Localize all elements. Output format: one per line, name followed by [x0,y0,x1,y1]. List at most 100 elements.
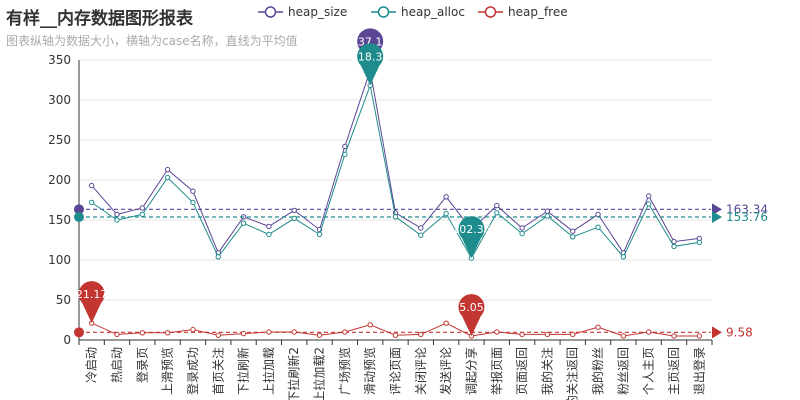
data-point [392,332,399,338]
series-heap_alloc: 153.76 [74,82,768,261]
data-point [342,329,348,335]
data-point [595,324,601,330]
mean-arrow [712,210,722,223]
chart-subtitle: 图表纵轴为数据大小，横轴为case名称，直线为平均值 [6,34,298,48]
y-tick-label: 200 [48,173,71,187]
x-tick-label: 上滑预览 [160,347,175,395]
data-point [570,331,576,338]
data-point [291,215,297,222]
data-point [595,211,601,218]
data-point [266,231,272,238]
data-point [646,201,652,207]
x-tick-label: 关闭评论 [414,347,428,395]
data-point [367,322,373,328]
x-tick-label: 我的粉丝 [590,347,605,395]
legend-marker [377,6,390,18]
data-point [570,228,576,234]
legend-marker [484,6,497,18]
x-tick-label: 的关注返回 [565,347,580,400]
x-tick-label: 我的关注 [539,347,554,395]
legend-item-heap_alloc[interactable]: heap_alloc [371,5,465,19]
data-point [418,232,424,238]
mean-start-marker [74,211,84,222]
data-point [316,332,323,338]
pin-shape [78,281,105,324]
x-tick-label: 下拉刷新 [236,347,251,395]
data-point [139,205,146,211]
data-point [316,231,323,238]
y-tick-label: 150 [48,213,71,227]
x-tick-label: 举报页面 [489,347,504,395]
data-point [392,214,399,220]
min-pin-heap_alloc: 102.36 [452,216,491,259]
data-point [164,166,171,173]
data-point [215,254,221,260]
mean-arrow [712,326,722,339]
max-pin-heap_free: 21.17 [76,281,108,324]
x-tick-label: 上拉加载2 [312,347,327,400]
data-point [342,151,348,158]
data-point [443,194,449,200]
x-tick-label: 退出登录 [691,347,706,395]
data-point [544,213,551,219]
mean-label: 153.76 [726,210,768,224]
data-point [544,208,551,214]
max-pin-heap_alloc: 318.33 [351,43,390,86]
legend-item-heap_free[interactable]: heap_free [478,5,568,19]
data-point [88,199,95,206]
pin-label: 5.05 [459,301,484,314]
x-tick-label: 登录页 [134,347,149,383]
series-heap_size: 163.34 [74,67,768,256]
y-tick-label: 250 [48,133,71,147]
data-point [494,210,500,216]
data-point [595,224,601,230]
x-tick-label: 广场预览 [337,347,352,395]
data-point [266,223,272,230]
pin-label: 337.12 [351,35,390,48]
pin-label: 102.36 [452,223,491,236]
mean-label: 163.34 [726,202,768,216]
legend-label: heap_free [508,5,568,19]
y-tick-label: 100 [48,253,71,267]
min-pin-heap_free: 5.05 [458,294,485,336]
y-tick-label: 0 [63,333,71,347]
data-point [544,331,551,338]
data-point [519,331,525,338]
x-tick-label: 热启动 [110,347,124,383]
chart-title: 有样__内存数据图形报表 [6,9,193,29]
data-point [418,225,424,231]
data-point [291,207,297,214]
y-tick-label: 50 [56,293,71,307]
data-point [114,331,120,338]
data-point [620,333,627,339]
x-tick-label: 评论页面 [389,347,403,395]
data-point [671,333,677,339]
data-point [88,182,95,189]
data-point [570,234,576,240]
data-point [266,329,272,335]
data-point [164,330,171,336]
data-point [671,243,677,250]
pin-shape [458,294,485,336]
pin-label: 318.33 [351,50,390,63]
legend-item-heap_size[interactable]: heap_size [258,5,347,19]
data-point [494,202,500,209]
data-point [215,332,221,338]
y-tick-label: 350 [48,53,71,67]
mean-label: 9.58 [726,325,753,339]
pin-label: 21.17 [76,288,108,301]
data-point [139,330,146,336]
data-point [646,329,652,335]
x-tick-label: 主页返回 [667,347,681,395]
mean-start-marker [74,327,84,338]
data-point [190,188,196,194]
data-point [620,254,627,260]
data-point [240,220,247,226]
data-point [114,211,120,218]
data-point [240,330,247,337]
legend-label: heap_size [288,5,347,19]
x-tick-label: 上拉加载 [261,347,276,395]
data-point [190,326,196,333]
data-point [519,225,525,231]
